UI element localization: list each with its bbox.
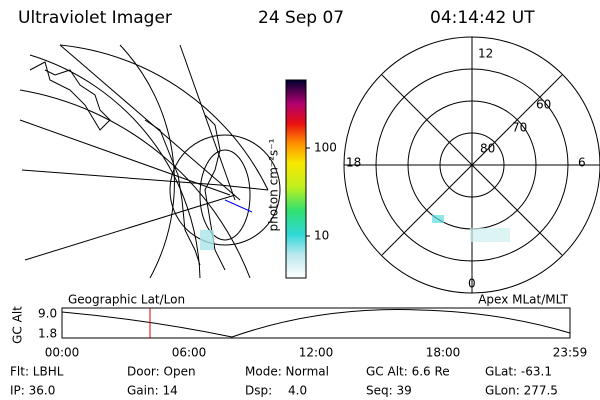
colorbar: 100 10 photon cm⁻²s⁻¹ bbox=[267, 79, 337, 279]
status: Seq: 39 bbox=[366, 384, 412, 398]
x-tick-label: 00:00 bbox=[45, 346, 80, 360]
status: GLon: 277.5 bbox=[485, 384, 558, 398]
map bbox=[19, 44, 281, 279]
mlt-label: 18 bbox=[346, 156, 361, 170]
lat-label: 60 bbox=[536, 98, 551, 112]
y-tick-label: 9.0 bbox=[38, 307, 57, 321]
status: Gain: 14 bbox=[127, 384, 178, 398]
date: 24 Sep 07 bbox=[258, 8, 344, 28]
x-tick-label: 18:00 bbox=[426, 346, 461, 360]
lat-label: 80 bbox=[480, 142, 495, 156]
x-tick-label: 06:00 bbox=[172, 346, 207, 360]
status: Door: Open bbox=[127, 365, 196, 379]
color-scale bbox=[285, 79, 307, 279]
colorbar-tick: 10 bbox=[314, 229, 329, 243]
status: GLat: -63.1 bbox=[485, 365, 552, 379]
status: Dsp: bbox=[245, 384, 272, 398]
lat-label: 70 bbox=[512, 121, 527, 135]
timeline-title: Geographic Lat/Lon bbox=[68, 293, 185, 307]
footer: Flt: LBHL IP: 36.0 Door: Open Gain: 14 M… bbox=[10, 365, 558, 398]
colorbar-tick: 100 bbox=[314, 141, 337, 155]
status: 4.0 bbox=[288, 384, 307, 398]
mlt-label: 0 bbox=[468, 277, 476, 291]
status: IP: 36.0 bbox=[10, 384, 55, 398]
status: Flt: LBHL bbox=[10, 365, 64, 379]
polar-plot: 12 18 6 0 60 70 80 bbox=[343, 36, 600, 294]
timeline-title: Apex MLat/MLT bbox=[478, 293, 568, 307]
axis-label: GC Alt bbox=[11, 306, 25, 344]
x-tick-label: 12:00 bbox=[299, 346, 334, 360]
timeline: Geographic Lat/Lon Apex MLat/MLT GC Alt … bbox=[11, 293, 588, 360]
colorbar-label: photon cm⁻²s⁻¹ bbox=[267, 138, 281, 231]
mlt-label: 6 bbox=[578, 156, 586, 170]
title: Ultraviolet Imager bbox=[18, 8, 172, 28]
x-tick-label: 23:59 bbox=[553, 346, 588, 360]
time: 04:14:42 UT bbox=[430, 8, 535, 28]
mlt-label: 12 bbox=[478, 47, 493, 61]
status: Mode: Normal bbox=[245, 365, 329, 379]
header: Ultraviolet Imager 24 Sep 07 04:14:42 UT bbox=[18, 8, 535, 28]
status: GC Alt: 6.6 Re bbox=[366, 365, 450, 379]
y-tick-label: 1.8 bbox=[38, 327, 57, 341]
